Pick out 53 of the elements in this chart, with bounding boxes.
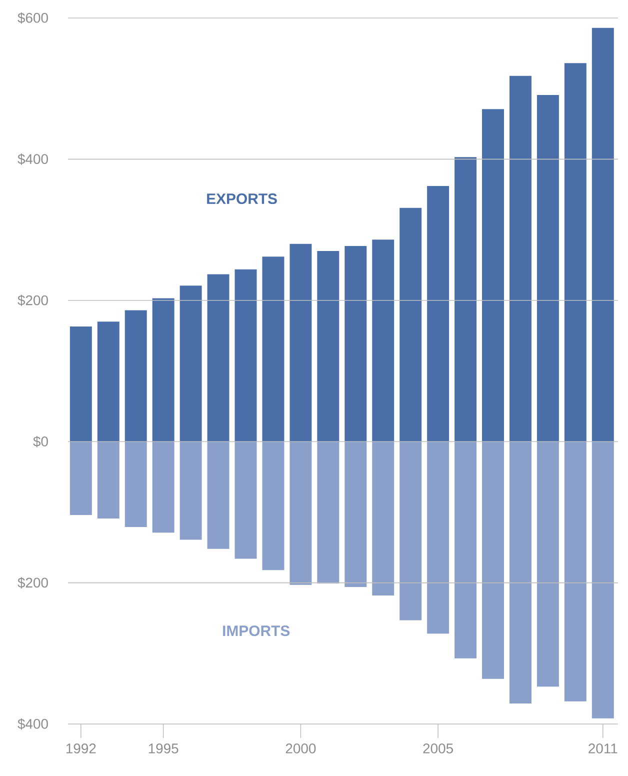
x-tick-label: 1995 [148, 744, 178, 754]
y-tick-label: $400 [18, 154, 48, 165]
y-tick-label: $200 [18, 577, 48, 588]
bar [564, 442, 586, 702]
bar [234, 442, 257, 559]
bar [536, 94, 559, 442]
bar [97, 442, 120, 519]
bar [317, 250, 340, 442]
y-tick-label: $400 [18, 718, 48, 730]
bar [180, 286, 202, 442]
bar [97, 322, 120, 442]
bar [70, 442, 92, 516]
bar [372, 442, 394, 596]
x-tick-label: 1992 [66, 744, 96, 754]
bar [454, 157, 477, 442]
bar [592, 442, 614, 718]
bar [482, 109, 504, 442]
bar [344, 246, 367, 442]
bar [344, 442, 367, 588]
bar [207, 274, 230, 442]
y-tick-label: $200 [18, 294, 48, 306]
bar [592, 28, 614, 442]
bar [124, 310, 147, 442]
bar [207, 442, 230, 549]
bar [262, 442, 284, 570]
bar [400, 208, 422, 442]
bar [70, 326, 92, 442]
bar [536, 442, 559, 687]
x-tick-label: 2011 [588, 744, 618, 754]
bar [262, 256, 284, 442]
bar [372, 240, 394, 442]
bar [152, 298, 174, 442]
y-tick-label: $600 [18, 12, 48, 24]
bar [124, 442, 147, 528]
bar [482, 442, 504, 679]
x-tick-label: 2000 [286, 744, 316, 754]
bar [290, 244, 312, 442]
bar [427, 442, 450, 634]
bar [509, 76, 532, 442]
bar [290, 442, 312, 585]
bar [317, 442, 340, 584]
bar [509, 442, 532, 704]
bar [564, 63, 586, 442]
bar [427, 186, 450, 442]
y-tick-label: $0 [33, 436, 48, 448]
bar [454, 442, 477, 658]
text: IMPORTS [223, 626, 290, 636]
bar [400, 442, 422, 620]
bar [234, 269, 257, 442]
bar [152, 442, 174, 533]
text: EXPORTS [207, 193, 277, 204]
bar [180, 442, 202, 540]
x-tick-label: 2005 [423, 744, 453, 754]
